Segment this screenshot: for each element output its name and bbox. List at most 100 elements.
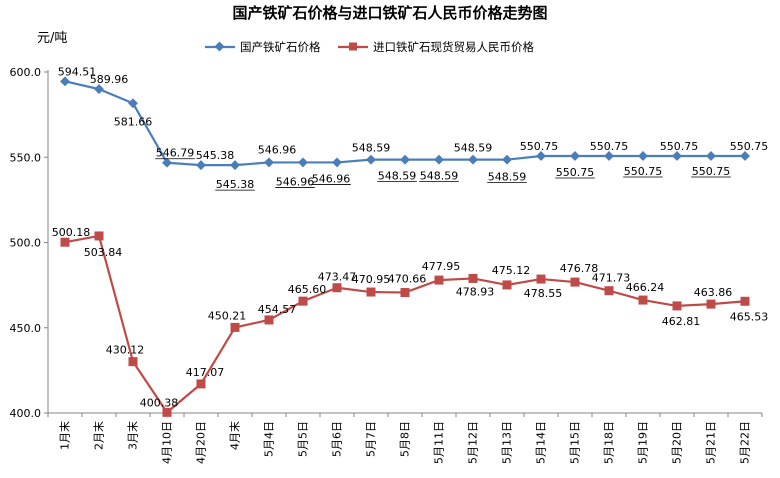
data-label-domestic: 581.66 xyxy=(114,115,153,128)
y-tick-label: 450.0 xyxy=(10,322,42,335)
x-tick-label: 4月10日 xyxy=(161,421,174,464)
x-tick-label: 5月5日 xyxy=(297,421,310,457)
data-point xyxy=(604,151,614,161)
data-point xyxy=(162,407,172,417)
data-point xyxy=(706,299,716,309)
x-tick-label: 5月11日 xyxy=(433,421,446,464)
data-label-import: 465.53 xyxy=(730,310,769,323)
series-layer xyxy=(60,76,750,417)
data-point xyxy=(264,315,274,325)
legend-label-domestic: 国产铁矿石价格 xyxy=(240,40,321,54)
data-label-domestic: 548.59 xyxy=(454,142,493,155)
data-point xyxy=(638,295,648,305)
data-point xyxy=(60,237,70,247)
data-label-import: 473.47 xyxy=(318,271,357,284)
data-label-import: 470.66 xyxy=(388,273,427,286)
data-point xyxy=(400,288,410,298)
data-point xyxy=(502,280,512,290)
x-tick-label: 5月22日 xyxy=(739,421,752,464)
x-tick-label: 5月13日 xyxy=(501,421,514,464)
data-label-domestic: 546.79 xyxy=(156,147,195,160)
x-tick-label: 3月末 xyxy=(126,421,140,450)
x-tick-label: 2月末 xyxy=(92,421,106,450)
x-tick-label: 5月4日 xyxy=(263,421,276,457)
data-point xyxy=(230,160,240,171)
data-point xyxy=(60,76,70,87)
data-point xyxy=(400,154,410,165)
data-label-import: 463.86 xyxy=(694,286,733,299)
data-point xyxy=(672,301,682,311)
data-label-domestic: 594.51 xyxy=(58,65,97,78)
x-tick-label: 5月19日 xyxy=(637,421,650,464)
data-label-domestic: 546.96 xyxy=(258,143,297,156)
data-label-domestic: 550.75 xyxy=(624,165,663,178)
data-point xyxy=(94,231,104,241)
data-label-import: 430.12 xyxy=(106,344,145,357)
y-axis-unit-label: 元/吨 xyxy=(37,31,67,46)
data-point xyxy=(502,154,512,165)
data-label-import: 478.55 xyxy=(524,287,563,300)
x-tick-label: 1月末 xyxy=(58,421,72,450)
data-point xyxy=(468,154,478,165)
x-tick-label: 4月末 xyxy=(228,421,242,450)
data-point xyxy=(332,157,342,168)
data-label-domestic: 589.96 xyxy=(90,73,129,86)
data-point xyxy=(332,283,342,293)
data-point xyxy=(638,151,648,161)
data-point xyxy=(536,151,546,161)
data-point xyxy=(706,151,716,161)
x-tick-label: 5月15日 xyxy=(569,421,582,464)
y-tick-label: 500.0 xyxy=(10,237,42,250)
data-label-import: 417.07 xyxy=(186,366,225,379)
data-label-import: 400.38 xyxy=(140,396,179,409)
data-label-domestic: 545.38 xyxy=(216,178,255,191)
data-point xyxy=(298,296,308,306)
data-label-import: 476.78 xyxy=(560,262,599,275)
data-point xyxy=(434,275,444,285)
y-tick-label: 550.0 xyxy=(10,151,42,164)
data-label-domestic: 550.75 xyxy=(590,140,629,153)
data-label-domestic: 550.75 xyxy=(556,166,595,179)
data-label-domestic: 545.38 xyxy=(196,149,235,162)
data-point xyxy=(128,357,138,367)
data-label-import: 471.73 xyxy=(592,272,631,285)
axes: 400.0 450.0 500.0 550.0 600.0 1月末 2月末 3月末 4月10日 4… xyxy=(10,66,763,464)
x-tick-label: 5月18日 xyxy=(603,421,616,464)
data-point xyxy=(570,151,580,161)
data-point xyxy=(94,84,104,95)
data-label-domestic: 546.96 xyxy=(276,175,315,188)
data-label-import: 465.60 xyxy=(288,283,327,296)
data-label-import: 478.93 xyxy=(456,285,495,298)
data-point xyxy=(740,296,750,306)
data-point xyxy=(196,160,206,171)
legend-label-import: 进口铁矿石现货贸易人民币价格 xyxy=(373,40,534,54)
data-point xyxy=(604,286,614,296)
data-label-domestic: 550.75 xyxy=(520,140,559,153)
data-label-domestic: 546.96 xyxy=(312,172,351,185)
data-point xyxy=(298,157,308,168)
chart-title: 国产铁矿石价格与进口铁矿石人民币价格走势图 xyxy=(232,4,547,22)
data-label-domestic: 550.75 xyxy=(730,140,769,153)
y-tick-label: 600.0 xyxy=(10,66,42,79)
data-point xyxy=(434,154,444,165)
data-point xyxy=(196,379,206,389)
data-point xyxy=(570,277,580,287)
x-tick-label: 5月14日 xyxy=(535,421,548,464)
data-label-import: 475.12 xyxy=(492,264,531,277)
x-tick-label: 4月20日 xyxy=(195,421,208,464)
series-line-import xyxy=(64,234,746,414)
legend-marker-import xyxy=(349,42,357,51)
data-point xyxy=(128,98,138,109)
legend: 国产铁矿石价格 进口铁矿石现货贸易人民币价格 xyxy=(205,40,534,54)
data-point xyxy=(672,151,682,161)
data-point xyxy=(264,157,274,168)
data-label-domestic: 548.59 xyxy=(352,142,391,155)
x-tick-label: 5月20日 xyxy=(671,421,684,464)
x-tick-label: 5月21日 xyxy=(705,421,718,464)
x-tick-label: 5月7日 xyxy=(365,421,378,457)
data-label-domestic: 548.59 xyxy=(488,171,527,184)
data-point xyxy=(162,157,172,168)
data-label-import: 454.57 xyxy=(258,303,297,316)
